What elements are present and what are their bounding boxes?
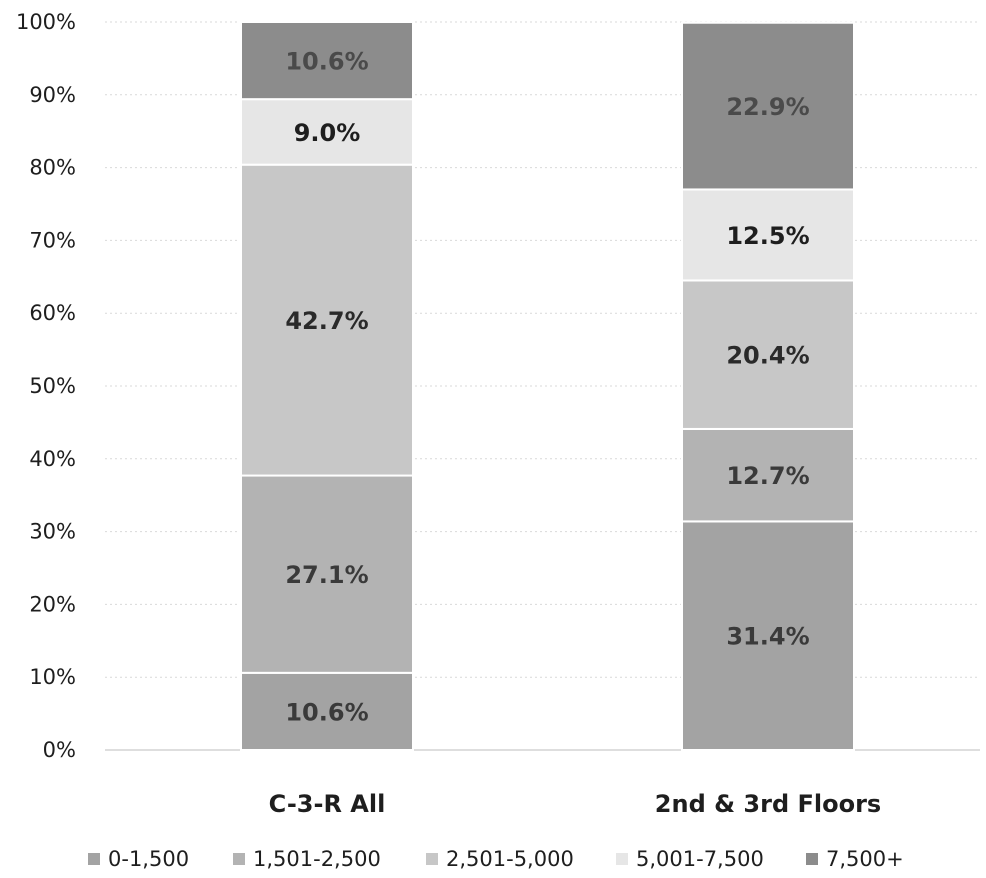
bars — [240, 21, 855, 752]
y-tick-label: 0% — [43, 738, 76, 762]
legend-swatch — [806, 853, 818, 865]
legend-item: 5,001-7,500 — [616, 847, 764, 871]
data-label: 9.0% — [294, 119, 361, 147]
bar-segment — [681, 520, 855, 752]
data-label: 12.7% — [726, 462, 809, 490]
y-tick-label: 30% — [29, 520, 76, 544]
y-tick-label: 100% — [16, 10, 76, 34]
legend-swatch — [426, 853, 438, 865]
y-tick-label: 80% — [29, 156, 76, 180]
legend-swatch — [616, 853, 628, 865]
data-label: 10.6% — [285, 698, 368, 726]
bar-segment — [681, 21, 855, 191]
y-tick-label: 90% — [29, 83, 76, 107]
legend-label: 7,500+ — [826, 847, 904, 871]
y-tick-label: 40% — [29, 447, 76, 471]
data-label: 27.1% — [285, 561, 368, 589]
bar-segment — [240, 671, 414, 751]
y-axis-ticks: 0% 10% 20% 30% 40% 50% 60% 70% 80% 90% 100% — [16, 10, 76, 762]
legend-item: 2,501-5,000 — [426, 847, 574, 871]
data-label: 42.7% — [285, 307, 368, 335]
data-label: 10.6% — [285, 48, 368, 76]
bar-segment — [240, 21, 414, 101]
y-tick-label: 50% — [29, 374, 76, 398]
bar-segment — [240, 163, 414, 477]
category-label: C-3-R All — [269, 790, 386, 818]
y-tick-label: 70% — [29, 228, 76, 252]
legend-label: 0-1,500 — [108, 847, 189, 871]
bar-segment — [681, 188, 855, 282]
legend-label: 5,001-7,500 — [636, 847, 764, 871]
y-tick-label: 20% — [29, 592, 76, 616]
legend: 0-1,500 1,501-2,500 2,501-5,000 5,001-7,500… — [88, 847, 904, 871]
legend-swatch — [233, 853, 245, 865]
data-label: 12.5% — [726, 222, 809, 250]
data-label: 31.4% — [726, 623, 809, 651]
category-label: 2nd & 3rd Floors — [655, 790, 881, 818]
y-tick-label: 60% — [29, 301, 76, 325]
legend-item: 0-1,500 — [88, 847, 189, 871]
legend-item: 7,500+ — [806, 847, 904, 871]
data-label: 22.9% — [726, 93, 809, 121]
data-label: 20.4% — [726, 342, 809, 370]
x-axis-categories: C-3-R All 2nd & 3rd Floors — [269, 790, 882, 818]
y-tick-label: 10% — [29, 665, 76, 689]
data-labels: 10.6% 27.1% 42.7% 9.0% 10.6% 31.4% 12.7% 20.4% 1… — [285, 48, 809, 727]
bar-segment — [240, 98, 414, 166]
bar-segment — [681, 427, 855, 523]
legend-swatch — [88, 853, 100, 865]
legend-item: 1,501-2,500 — [233, 847, 381, 871]
bar-segment — [681, 279, 855, 430]
legend-label: 1,501-2,500 — [253, 847, 381, 871]
legend-label: 2,501-5,000 — [446, 847, 574, 871]
